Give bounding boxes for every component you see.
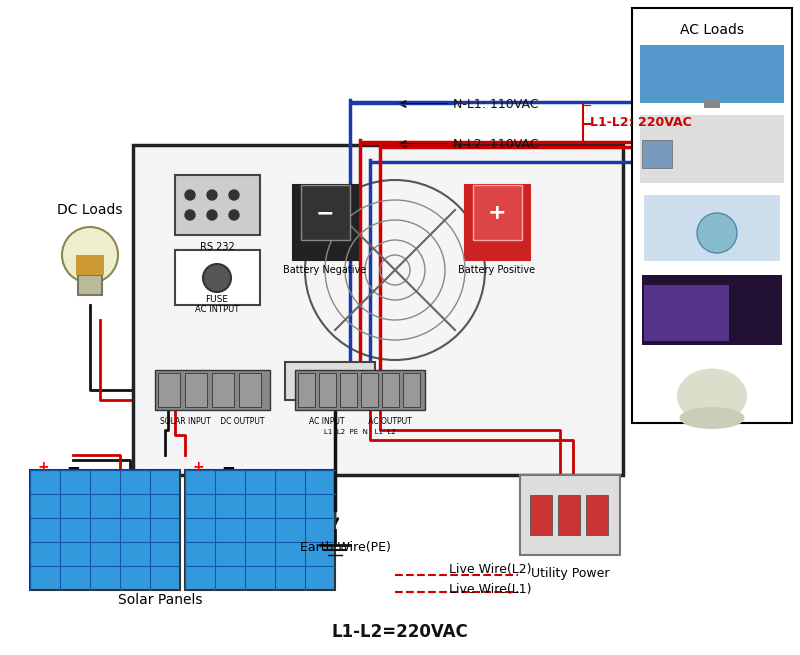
Text: +: +	[192, 460, 204, 474]
Bar	[361, 373, 378, 407]
Text: +: +	[37, 460, 49, 474]
Bar	[644, 285, 729, 341]
Circle shape	[229, 190, 239, 200]
Bar	[155, 370, 270, 410]
Bar	[212, 373, 234, 407]
Bar	[133, 145, 623, 475]
Text: AC Loads: AC Loads	[680, 23, 744, 37]
Text: −: −	[316, 203, 334, 223]
Bar	[175, 175, 260, 235]
Circle shape	[185, 210, 195, 220]
Bar	[185, 470, 335, 590]
Ellipse shape	[677, 369, 747, 424]
Text: N-L1: 110VAC: N-L1: 110VAC	[453, 98, 538, 111]
Bar	[520, 475, 620, 555]
Text: SOLAR INPUT    DC OUTPUT: SOLAR INPUT DC OUTPUT	[160, 417, 264, 426]
Text: AC INPUT          AC OUTPUT: AC INPUT AC OUTPUT	[309, 417, 411, 426]
Circle shape	[207, 210, 217, 220]
Bar	[30, 470, 180, 590]
Text: Utility Power: Utility Power	[530, 567, 610, 580]
Circle shape	[207, 190, 217, 200]
Ellipse shape	[679, 407, 745, 429]
Bar	[301, 185, 350, 240]
Circle shape	[305, 180, 485, 360]
Circle shape	[203, 264, 231, 292]
Text: RS 232: RS 232	[200, 242, 234, 252]
Bar	[640, 115, 784, 183]
Bar	[403, 373, 420, 407]
Bar	[644, 195, 780, 261]
Bar	[175, 250, 260, 305]
Text: Solar Panels: Solar Panels	[118, 593, 202, 607]
Text: Battery Negative: Battery Negative	[283, 265, 366, 275]
Bar	[158, 373, 180, 407]
Bar	[340, 373, 357, 407]
Text: DC Loads: DC Loads	[58, 203, 122, 217]
Text: FUSE: FUSE	[206, 295, 229, 305]
Text: Earth Wire(PE): Earth Wire(PE)	[299, 542, 390, 555]
Bar	[640, 45, 784, 103]
Text: N-L2: 110VAC: N-L2: 110VAC	[453, 138, 538, 151]
Circle shape	[229, 210, 239, 220]
Bar	[558, 495, 580, 535]
Circle shape	[62, 227, 118, 283]
Bar	[293, 185, 358, 260]
Text: L1  L2  PE  N   L1  L2: L1 L2 PE N L1 L2	[324, 429, 396, 435]
Bar	[295, 370, 425, 410]
Bar	[642, 140, 672, 168]
Text: Live Wire(L2): Live Wire(L2)	[449, 563, 531, 576]
Text: Live Wire(L1): Live Wire(L1)	[449, 584, 531, 597]
Text: +: +	[488, 203, 506, 223]
Bar	[530, 495, 552, 535]
Bar	[76, 255, 104, 275]
Bar	[586, 495, 608, 535]
Circle shape	[697, 213, 737, 253]
Bar	[632, 8, 792, 423]
FancyBboxPatch shape	[285, 362, 375, 400]
Bar	[382, 373, 399, 407]
Circle shape	[185, 190, 195, 200]
Text: −: −	[66, 458, 80, 476]
Bar	[185, 373, 207, 407]
Bar	[704, 100, 720, 108]
Bar	[298, 373, 315, 407]
Bar	[239, 373, 261, 407]
Text: L1-L2: 220VAC: L1-L2: 220VAC	[590, 115, 692, 128]
Bar	[473, 185, 522, 240]
Bar	[319, 373, 336, 407]
Text: −: −	[221, 458, 235, 476]
Text: AC INTPUT: AC INTPUT	[195, 305, 239, 314]
Bar	[78, 275, 102, 295]
Text: L1-L2=220VAC: L1-L2=220VAC	[332, 623, 468, 641]
Text: Battery Positive: Battery Positive	[458, 265, 535, 275]
Bar	[642, 275, 782, 345]
Bar	[465, 185, 530, 260]
